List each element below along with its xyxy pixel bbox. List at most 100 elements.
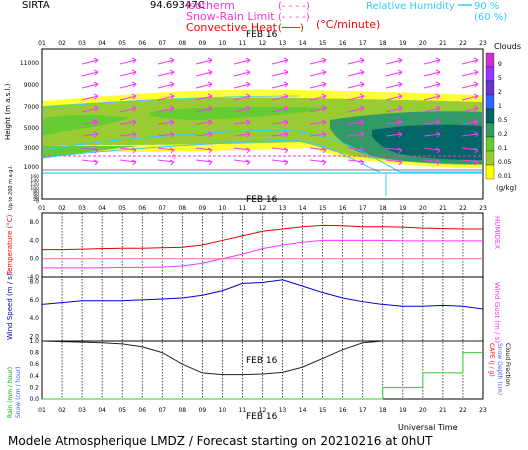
wind-arrow bbox=[385, 147, 403, 151]
panel1-ytick-label: 120 bbox=[30, 182, 39, 188]
hour-label: 10 bbox=[219, 40, 227, 47]
wind-arrow-head bbox=[473, 131, 479, 138]
wind-arrow bbox=[271, 121, 289, 125]
wind-arrow-head bbox=[93, 57, 99, 64]
wind-arrow bbox=[81, 83, 99, 89]
wind-arrow-head bbox=[283, 69, 289, 76]
panel1-ytick-label: 9000 bbox=[24, 82, 39, 89]
wind-arrow-head bbox=[283, 147, 289, 154]
wind-ytick-label: 4.0 bbox=[29, 315, 39, 322]
date-label-4: FEB 16 bbox=[246, 412, 278, 422]
wind-arrow-head bbox=[473, 69, 479, 76]
wind-arrow-head bbox=[321, 119, 327, 126]
hour-label: 15 bbox=[319, 205, 327, 212]
hour-label: 22 bbox=[459, 407, 467, 414]
cloud-scale-label: 0.2 bbox=[498, 131, 508, 138]
cloud-scale-label: 5 bbox=[498, 75, 502, 82]
wind-arrow bbox=[385, 83, 403, 89]
wind-arrow-head bbox=[169, 57, 175, 64]
footer-text: Modele Atmospherique LMDZ / Forecast sta… bbox=[8, 434, 433, 448]
temperature-ytick-label: 8.0 bbox=[29, 219, 39, 226]
wind-arrow-head bbox=[359, 69, 365, 76]
wind-arrow-head bbox=[207, 105, 213, 112]
panel1-ytick-label: 160 bbox=[30, 174, 39, 180]
wind-arrow bbox=[423, 95, 441, 101]
wind-arrow-head bbox=[435, 159, 441, 166]
series-line bbox=[41, 279, 484, 310]
wind-arrow-head bbox=[207, 57, 213, 64]
hour-label: 13 bbox=[279, 205, 287, 212]
legend-rh-value-1: 90 % bbox=[474, 1, 499, 12]
hour-label: 05 bbox=[118, 205, 126, 212]
series-line bbox=[42, 224, 483, 251]
wind-arrow-head bbox=[397, 119, 403, 126]
wind-arrow bbox=[157, 133, 175, 137]
panel1-ylabel2: Up to 200 m a.g.l. bbox=[8, 165, 14, 210]
cloud-scale: 9 5 2 1 0.5 0.2 0.1 0.05 0.01 bbox=[485, 52, 512, 180]
wind-arrow-head bbox=[321, 105, 327, 112]
wind-arrow-head bbox=[169, 159, 175, 166]
wind-arrow bbox=[347, 121, 365, 125]
wind-arrow-head bbox=[321, 147, 327, 154]
wind-arrow bbox=[423, 59, 441, 65]
wind-arrow-head bbox=[245, 131, 251, 138]
hour-label: 20 bbox=[419, 205, 427, 212]
cloud-layer-teal bbox=[372, 124, 482, 160]
hour-label: 14 bbox=[299, 407, 307, 414]
wind-arrow-head bbox=[321, 69, 327, 76]
wind-arrow-head bbox=[131, 81, 137, 88]
wind-arrow bbox=[157, 159, 175, 163]
hour-label: 21 bbox=[439, 205, 447, 212]
station-name: SIRTA bbox=[22, 0, 50, 11]
wind-arrow-head bbox=[359, 131, 365, 138]
wind-arrow bbox=[233, 71, 251, 77]
station-coords: 94.69347C bbox=[150, 0, 205, 11]
panel1-ytick-label: 140 bbox=[30, 178, 39, 184]
wind-arrow bbox=[233, 133, 251, 137]
wind-arrow bbox=[461, 59, 479, 65]
wind-arrow-head bbox=[359, 93, 365, 100]
hour-label: 16 bbox=[339, 205, 347, 212]
wind-arrow bbox=[119, 133, 137, 137]
wind-arrows bbox=[81, 57, 479, 166]
wind-arrow bbox=[423, 121, 441, 125]
wind-arrow-head bbox=[131, 119, 137, 126]
hour-label: 09 bbox=[199, 205, 207, 212]
precip-ytick-label: 0.2 bbox=[29, 384, 39, 391]
wind-arrow-head bbox=[473, 105, 479, 112]
cloud-scale-label: 2 bbox=[498, 89, 502, 96]
wind-arrow bbox=[347, 107, 365, 113]
panel3-yticks: 8.0 6.0 4.0 2.0 bbox=[29, 279, 39, 341]
wind-arrow-head bbox=[397, 105, 403, 112]
wind-arrow bbox=[309, 71, 327, 77]
cloud-scale-label: 0.05 bbox=[498, 159, 512, 166]
wind-arrow bbox=[309, 107, 327, 113]
temperature-ytick-label: 0.0 bbox=[29, 256, 39, 263]
hour-label: 14 bbox=[299, 205, 307, 212]
wind-arrow-head bbox=[207, 93, 213, 100]
panel1-ytick-label: 1000 bbox=[24, 164, 39, 171]
hour-labels-top: 01 02 03 04 05 06 07 08 09 10 11 12 13 14 15 16 17 18 19 20… bbox=[38, 40, 487, 47]
wind-arrow bbox=[461, 147, 479, 151]
wind-arrow bbox=[309, 147, 327, 151]
wind-arrow bbox=[81, 133, 99, 137]
hour-label: 06 bbox=[138, 40, 146, 47]
wind-arrow bbox=[119, 147, 137, 151]
wind-arrow bbox=[385, 95, 403, 101]
wind-arrow-head bbox=[283, 159, 289, 166]
hour-label: 04 bbox=[98, 205, 106, 212]
wind-arrow-head bbox=[169, 81, 175, 88]
wind-arrow bbox=[81, 147, 99, 151]
wind-arrow-head bbox=[283, 93, 289, 100]
hour-label: 07 bbox=[158, 40, 166, 47]
wind-arrow-head bbox=[169, 69, 175, 76]
panel1-ytick-label: 0 bbox=[36, 199, 39, 205]
panel1-ytick-label: 7000 bbox=[24, 104, 39, 111]
wind-arrow bbox=[195, 147, 213, 151]
wind-arrow bbox=[385, 71, 403, 77]
hour-label: 09 bbox=[199, 40, 207, 47]
clouds-title: Clouds bbox=[494, 42, 521, 51]
wind-arrow-head bbox=[435, 147, 441, 154]
wind-arrow-head bbox=[473, 81, 479, 88]
wind-arrow-head bbox=[283, 119, 289, 126]
